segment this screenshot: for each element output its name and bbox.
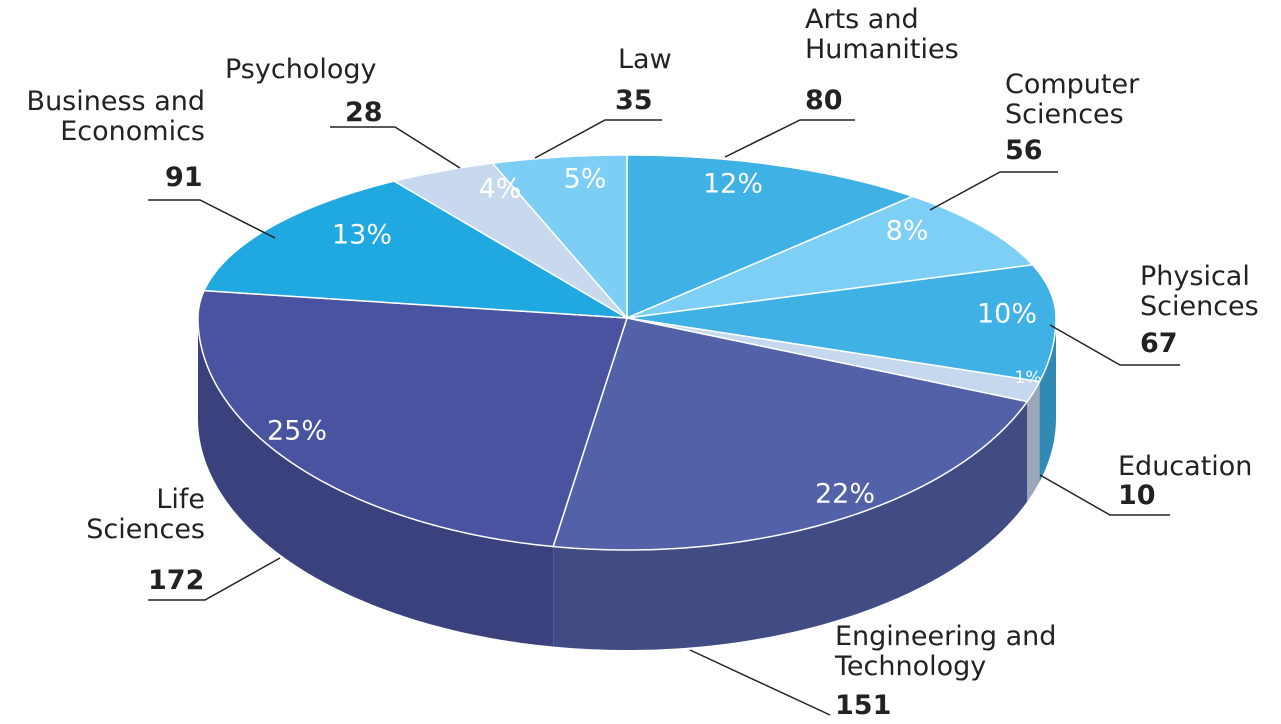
value-label: 35 — [615, 85, 653, 116]
pie-side — [1039, 318, 1056, 482]
percent-label: 25% — [267, 416, 327, 447]
value-label: 80 — [805, 85, 843, 116]
value-label: 56 — [1005, 135, 1043, 166]
leader-line — [148, 557, 281, 601]
pie-side — [1027, 381, 1040, 502]
category-label: Business and Economics — [26, 86, 205, 147]
pie-side — [198, 318, 554, 647]
pie-slice — [491, 154, 628, 319]
percent-label: 4% — [479, 174, 522, 205]
category-label: Education — [1118, 451, 1253, 482]
category-label: Arts and Humanities — [805, 4, 959, 65]
leader-line — [1049, 324, 1180, 366]
pie-slice — [626, 154, 914, 319]
category-label: Law — [618, 44, 672, 75]
percent-labels: 12% 8% 10% 1% 22% 25% 13% 4% 5% — [267, 164, 1042, 510]
category-label: Engineering and Technology — [835, 621, 1057, 682]
percent-label: 10% — [977, 299, 1037, 330]
pie-slice — [393, 162, 628, 319]
leader-line — [929, 171, 1058, 211]
leader-line — [148, 199, 276, 239]
category-label: Computer Sciences — [1005, 69, 1140, 130]
value-label: 91 — [165, 162, 203, 193]
category-label: Life Sciences — [86, 484, 205, 545]
leader-line — [724, 119, 855, 158]
percent-label: 8% — [886, 216, 929, 247]
percent-label: 5% — [564, 164, 607, 195]
percent-label: 12% — [703, 169, 763, 200]
leader-line — [689, 649, 831, 716]
pie-sides — [198, 318, 1056, 650]
value-label: 151 — [835, 690, 892, 721]
value-label: 28 — [345, 97, 383, 128]
percent-label: 1% — [1015, 368, 1042, 388]
value-label: 67 — [1140, 328, 1178, 359]
pie-tops — [197, 154, 1057, 551]
category-label: Psychology — [225, 54, 377, 85]
leader-line — [534, 119, 662, 159]
percent-label: 13% — [332, 220, 392, 251]
value-label: 10 — [1118, 480, 1156, 511]
leader-line — [330, 126, 461, 169]
pie-slice — [552, 317, 1028, 551]
leader-lines — [148, 119, 1180, 716]
leader-line — [1039, 474, 1170, 516]
pie-slice — [203, 180, 628, 319]
pie-slice — [197, 289, 628, 548]
percent-label: 22% — [815, 479, 875, 510]
value-label: 172 — [148, 565, 205, 596]
category-label: Physical Sciences — [1140, 261, 1259, 322]
pie-side — [553, 401, 1028, 650]
pie-slice — [626, 264, 1057, 383]
